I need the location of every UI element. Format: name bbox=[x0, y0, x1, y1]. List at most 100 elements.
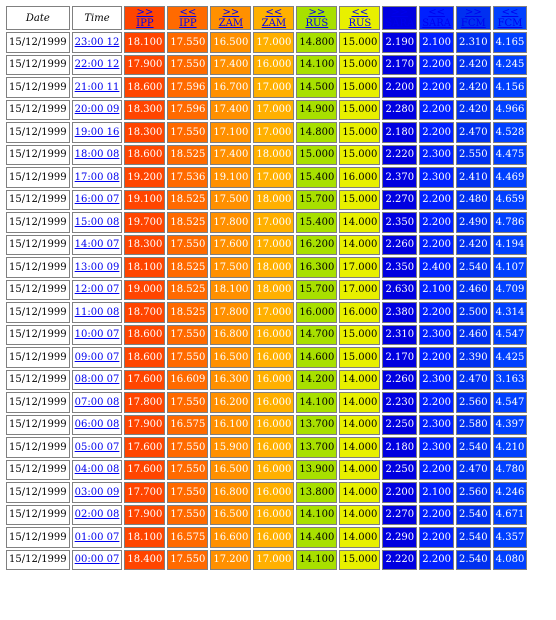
column-header-label-link[interactable]: FCM bbox=[460, 18, 486, 29]
date-cell: 15/12/1999 bbox=[6, 504, 70, 525]
value-cell: 2.390 bbox=[456, 347, 491, 368]
value-cell: 17.550 bbox=[167, 459, 209, 480]
value-cell: 17.900 bbox=[124, 414, 166, 435]
time-link[interactable]: 14:00 07 bbox=[74, 239, 120, 251]
value-cell: 2.550 bbox=[456, 144, 491, 165]
column-header-arrow-link[interactable]: << bbox=[265, 7, 283, 18]
value-cell: 18.600 bbox=[124, 324, 166, 345]
table-row: 15/12/1999 10:00 07 18.600 17.550 16.800 16.0… bbox=[6, 324, 528, 345]
column-header-arrow-link[interactable]: << bbox=[501, 7, 519, 18]
value-cell: 17.700 bbox=[124, 482, 166, 503]
column-header-arrow-link[interactable]: << bbox=[428, 7, 445, 18]
time-link[interactable]: 06:00 08 bbox=[74, 419, 120, 431]
value-cell: 2.200 bbox=[419, 189, 455, 210]
time-cell: 09:00 07 bbox=[71, 347, 123, 368]
column-header-label-link[interactable]: SARA bbox=[422, 18, 452, 29]
time-link[interactable]: 02:00 08 bbox=[74, 509, 120, 521]
column-header-label-link[interactable]: FCM bbox=[497, 18, 523, 29]
value-cell: 2.100 bbox=[419, 279, 455, 300]
value-cell: 17.536 bbox=[167, 167, 209, 188]
column-header-label-link[interactable]: RUS bbox=[305, 18, 329, 29]
value-cell: 17.900 bbox=[124, 54, 166, 75]
column-header-arrow-link[interactable]: >> bbox=[136, 7, 154, 18]
value-cell: 17.000 bbox=[253, 167, 295, 188]
column-header-arrow-link[interactable]: >> bbox=[222, 7, 240, 18]
table-row: 15/12/1999 22:00 12 17.900 17.550 17.400 16.0… bbox=[6, 54, 528, 75]
date-cell: 15/12/1999 bbox=[6, 527, 70, 548]
column-header-arrow-link[interactable]: >> bbox=[464, 7, 482, 18]
date-cell: 15/12/1999 bbox=[6, 212, 70, 233]
value-cell: 4.528 bbox=[492, 122, 528, 143]
table-row: 15/12/1999 14:00 07 18.300 17.550 17.600 17.0… bbox=[6, 234, 528, 255]
value-cell: 16.000 bbox=[253, 347, 295, 368]
date-cell: 15/12/1999 bbox=[6, 189, 70, 210]
value-cell: 18.525 bbox=[167, 189, 209, 210]
time-cell: 10:00 07 bbox=[71, 324, 123, 345]
time-link[interactable]: 07:00 08 bbox=[74, 396, 120, 408]
time-cell: 04:00 08 bbox=[71, 459, 123, 480]
column-header-label-link[interactable]: SARA bbox=[385, 18, 415, 29]
value-cell: 17.000 bbox=[339, 279, 381, 300]
value-cell: 4.165 bbox=[492, 32, 528, 53]
value-cell: 2.540 bbox=[456, 437, 491, 458]
date-column-header: Date bbox=[6, 6, 70, 30]
time-cell: 08:00 07 bbox=[71, 369, 123, 390]
table-row: 15/12/1999 01:00 07 18.100 16.575 16.600 16.0… bbox=[6, 527, 528, 548]
time-cell: 18:00 08 bbox=[71, 144, 123, 165]
value-cell: 15.000 bbox=[339, 77, 381, 98]
column-header-arrow-link[interactable]: >> bbox=[391, 7, 409, 18]
time-cell: 13:00 09 bbox=[71, 257, 123, 278]
value-cell: 2.630 bbox=[382, 279, 418, 300]
time-link[interactable]: 16:00 07 bbox=[74, 194, 120, 206]
time-link[interactable]: 00:00 07 bbox=[74, 554, 120, 566]
column-header-label-link[interactable]: ZAM bbox=[218, 18, 244, 29]
value-cell: 19.100 bbox=[210, 167, 252, 188]
value-cell: 2.270 bbox=[382, 504, 418, 525]
column-header-arrow-link[interactable]: << bbox=[179, 7, 197, 18]
value-cell: 15.700 bbox=[296, 189, 338, 210]
column-header-sara-in: >> SARA bbox=[382, 6, 418, 30]
time-cell: 21:00 11 bbox=[71, 77, 123, 98]
time-link[interactable]: 19:00 16 bbox=[74, 126, 120, 138]
table-row: 15/12/1999 12:00 07 19.000 18.525 18.100 18.0… bbox=[6, 279, 528, 300]
value-cell: 2.380 bbox=[382, 302, 418, 323]
time-link[interactable]: 05:00 07 bbox=[74, 441, 120, 453]
column-header-label-link[interactable]: ZAM bbox=[261, 18, 287, 29]
table-row: 15/12/1999 17:00 08 19.200 17.536 19.100 17.0… bbox=[6, 167, 528, 188]
column-header-label-link[interactable]: IPP bbox=[136, 18, 154, 29]
time-link[interactable]: 01:00 07 bbox=[74, 531, 120, 543]
value-cell: 2.540 bbox=[456, 257, 491, 278]
time-link[interactable]: 03:00 09 bbox=[74, 486, 120, 498]
time-link[interactable]: 12:00 07 bbox=[74, 284, 120, 296]
column-header-label-link[interactable]: RUS bbox=[348, 18, 372, 29]
time-cell: 01:00 07 bbox=[71, 527, 123, 548]
value-cell: 2.540 bbox=[456, 527, 491, 548]
date-cell: 15/12/1999 bbox=[6, 482, 70, 503]
time-link[interactable]: 13:00 09 bbox=[74, 261, 120, 273]
value-cell: 16.000 bbox=[253, 527, 295, 548]
column-header-label-link[interactable]: IPP bbox=[179, 18, 197, 29]
column-header-arrow-link[interactable]: >> bbox=[308, 7, 326, 18]
time-cell: 15:00 08 bbox=[71, 212, 123, 233]
value-cell: 15.900 bbox=[210, 437, 252, 458]
time-link[interactable]: 08:00 07 bbox=[74, 374, 120, 386]
time-link[interactable]: 09:00 07 bbox=[74, 351, 120, 363]
time-link[interactable]: 23:00 12 bbox=[74, 36, 120, 48]
value-cell: 2.200 bbox=[419, 99, 455, 120]
column-header-arrow-link[interactable]: << bbox=[351, 7, 369, 18]
time-link[interactable]: 11:00 08 bbox=[74, 306, 120, 318]
value-cell: 2.300 bbox=[419, 167, 455, 188]
value-cell: 17.400 bbox=[210, 54, 252, 75]
time-link[interactable]: 15:00 08 bbox=[74, 216, 120, 228]
value-cell: 16.000 bbox=[253, 437, 295, 458]
time-cell: 22:00 12 bbox=[71, 54, 123, 75]
value-cell: 15.000 bbox=[339, 54, 381, 75]
time-link[interactable]: 21:00 11 bbox=[74, 81, 120, 93]
time-link[interactable]: 17:00 08 bbox=[74, 171, 120, 183]
time-link[interactable]: 22:00 12 bbox=[74, 59, 120, 71]
time-link[interactable]: 04:00 08 bbox=[74, 464, 120, 476]
time-link[interactable]: 20:00 09 bbox=[74, 104, 120, 116]
date-cell: 15/12/1999 bbox=[6, 279, 70, 300]
time-link[interactable]: 18:00 08 bbox=[74, 149, 120, 161]
time-link[interactable]: 10:00 07 bbox=[74, 329, 120, 341]
